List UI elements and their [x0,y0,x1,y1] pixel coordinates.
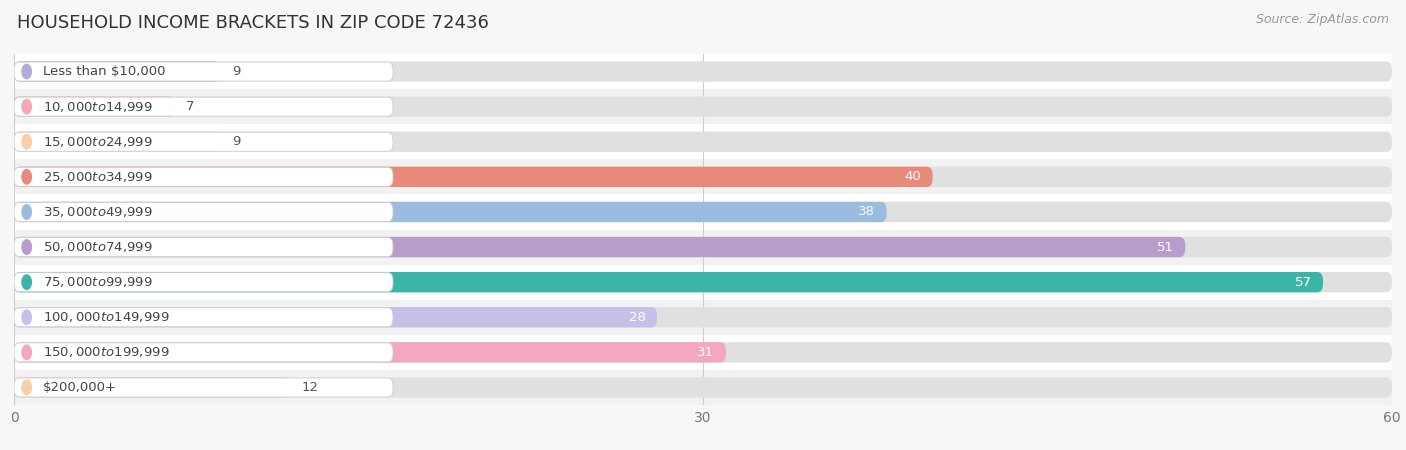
Text: Less than $10,000: Less than $10,000 [42,65,166,78]
FancyBboxPatch shape [14,62,394,81]
FancyBboxPatch shape [14,237,1185,257]
Bar [14,265,1392,300]
FancyBboxPatch shape [14,237,1392,257]
FancyBboxPatch shape [14,273,394,292]
Circle shape [22,275,31,289]
FancyBboxPatch shape [14,238,394,256]
Text: $100,000 to $149,999: $100,000 to $149,999 [42,310,169,324]
FancyBboxPatch shape [14,96,174,117]
Text: $50,000 to $74,999: $50,000 to $74,999 [42,240,152,254]
Text: 9: 9 [232,135,240,148]
Text: 38: 38 [858,206,875,218]
FancyBboxPatch shape [14,61,221,82]
FancyBboxPatch shape [14,61,1392,82]
FancyBboxPatch shape [14,272,1392,292]
Text: 9: 9 [232,65,240,78]
Bar [14,370,1392,405]
Text: 40: 40 [904,171,921,183]
Text: $25,000 to $34,999: $25,000 to $34,999 [42,170,152,184]
Circle shape [22,240,31,254]
Text: $200,000+: $200,000+ [42,381,117,394]
FancyBboxPatch shape [14,202,394,221]
Bar [14,124,1392,159]
Bar [14,194,1392,230]
FancyBboxPatch shape [14,343,394,362]
Circle shape [22,345,31,360]
Circle shape [22,99,31,114]
Text: $75,000 to $99,999: $75,000 to $99,999 [42,275,152,289]
FancyBboxPatch shape [14,377,290,398]
FancyBboxPatch shape [14,166,1392,187]
Text: 7: 7 [186,100,195,113]
Text: HOUSEHOLD INCOME BRACKETS IN ZIP CODE 72436: HOUSEHOLD INCOME BRACKETS IN ZIP CODE 72… [17,14,489,32]
FancyBboxPatch shape [14,307,657,328]
FancyBboxPatch shape [14,131,1392,152]
Text: 31: 31 [697,346,714,359]
Text: $10,000 to $14,999: $10,000 to $14,999 [42,99,152,114]
Bar [14,335,1392,370]
FancyBboxPatch shape [14,342,1392,363]
FancyBboxPatch shape [14,131,221,152]
FancyBboxPatch shape [14,166,932,187]
FancyBboxPatch shape [14,167,394,186]
Bar [14,89,1392,124]
Circle shape [22,310,31,324]
FancyBboxPatch shape [14,202,1392,222]
Text: 51: 51 [1157,241,1174,253]
Text: 12: 12 [301,381,318,394]
Text: 57: 57 [1295,276,1312,288]
FancyBboxPatch shape [14,97,394,116]
Circle shape [22,135,31,149]
FancyBboxPatch shape [14,378,394,397]
Text: $150,000 to $199,999: $150,000 to $199,999 [42,345,169,360]
Circle shape [22,170,31,184]
Bar [14,300,1392,335]
FancyBboxPatch shape [14,377,1392,398]
FancyBboxPatch shape [14,307,1392,328]
Circle shape [22,380,31,395]
Text: 28: 28 [628,311,645,324]
FancyBboxPatch shape [14,96,1392,117]
FancyBboxPatch shape [14,132,394,151]
FancyBboxPatch shape [14,342,725,363]
Circle shape [22,205,31,219]
Bar [14,159,1392,194]
FancyBboxPatch shape [14,272,1323,292]
Bar [14,54,1392,89]
Bar [14,230,1392,265]
Circle shape [22,64,31,79]
Text: $15,000 to $24,999: $15,000 to $24,999 [42,135,152,149]
Text: Source: ZipAtlas.com: Source: ZipAtlas.com [1256,14,1389,27]
FancyBboxPatch shape [14,308,394,327]
FancyBboxPatch shape [14,202,887,222]
Text: $35,000 to $49,999: $35,000 to $49,999 [42,205,152,219]
